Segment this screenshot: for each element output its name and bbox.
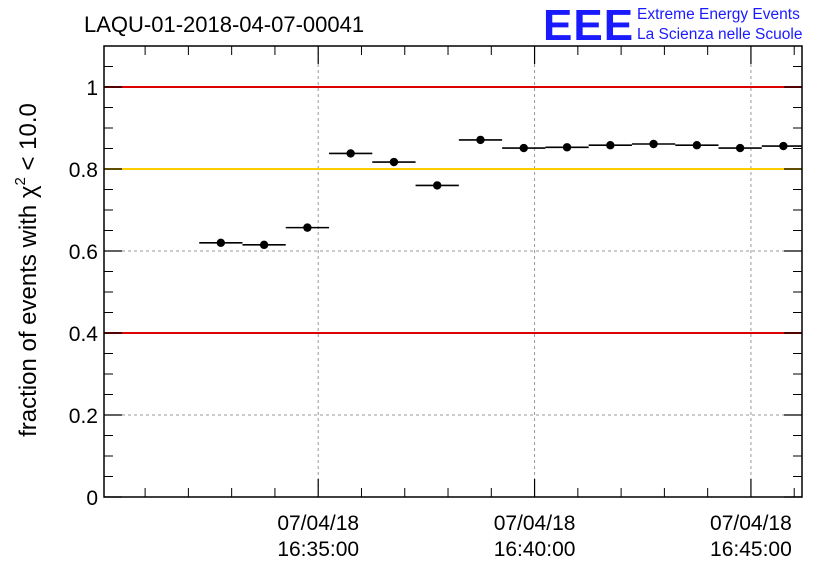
x-tick-date-label: 07/04/18 <box>710 512 792 535</box>
eee-logo: EEE Extreme Energy Events La Scienza nel… <box>543 1 802 50</box>
y-tick-label: 1 <box>86 77 98 100</box>
data-point <box>692 141 702 150</box>
data-point <box>433 181 442 190</box>
y-tick-label: 0.4 <box>69 323 99 346</box>
data-point <box>216 238 226 247</box>
data-point <box>562 143 572 152</box>
logo-line-2: La Scienza nelle Scuole <box>637 26 802 43</box>
y-axis-label-exponent: 2 <box>12 177 29 185</box>
x-tick-date-label: 07/04/18 <box>494 512 576 535</box>
x-tick-time-label: 16:40:00 <box>494 538 576 561</box>
data-point <box>346 149 355 158</box>
y-tick-label: 0.6 <box>69 241 98 264</box>
plot-frame <box>103 45 803 498</box>
x-tick-time-label: 16:35:00 <box>277 538 359 561</box>
reference-lines <box>104 86 802 334</box>
x-tick-date-label: 07/04/18 <box>277 512 359 535</box>
data-point <box>259 240 269 250</box>
data-point <box>735 143 745 153</box>
data-point <box>779 141 788 151</box>
data-point <box>476 135 485 145</box>
y-tick-label: 0 <box>86 487 98 510</box>
data-point <box>389 157 399 167</box>
x-tick-time-label: 16:45:00 <box>710 538 792 561</box>
y-axis-label: fraction of events with χ2 < 10.0 <box>12 103 42 437</box>
y-axis-label-tail: < 10.0 <box>15 103 42 177</box>
grid <box>104 46 802 497</box>
data-point <box>606 141 615 150</box>
y-tick-label: 0.8 <box>69 159 98 182</box>
y-axis-label-main: fraction of events with <box>15 198 42 437</box>
y-tick-label: 0.2 <box>69 405 98 428</box>
logo-eee: EEE <box>543 1 634 50</box>
logo-line-1: Extreme Energy Events <box>637 6 800 23</box>
data-point <box>649 139 658 149</box>
data-point <box>519 143 528 153</box>
chart-title: LAQU-01-2018-04-07-00041 <box>84 12 364 37</box>
data-series <box>199 135 802 250</box>
y-axis-label-chi: χ <box>15 185 42 198</box>
axes: 0 0.2 0.4 0.6 0.8 1 07/04/18 16:35:00 07/04/18 16… <box>69 45 802 561</box>
data-point <box>303 223 312 232</box>
